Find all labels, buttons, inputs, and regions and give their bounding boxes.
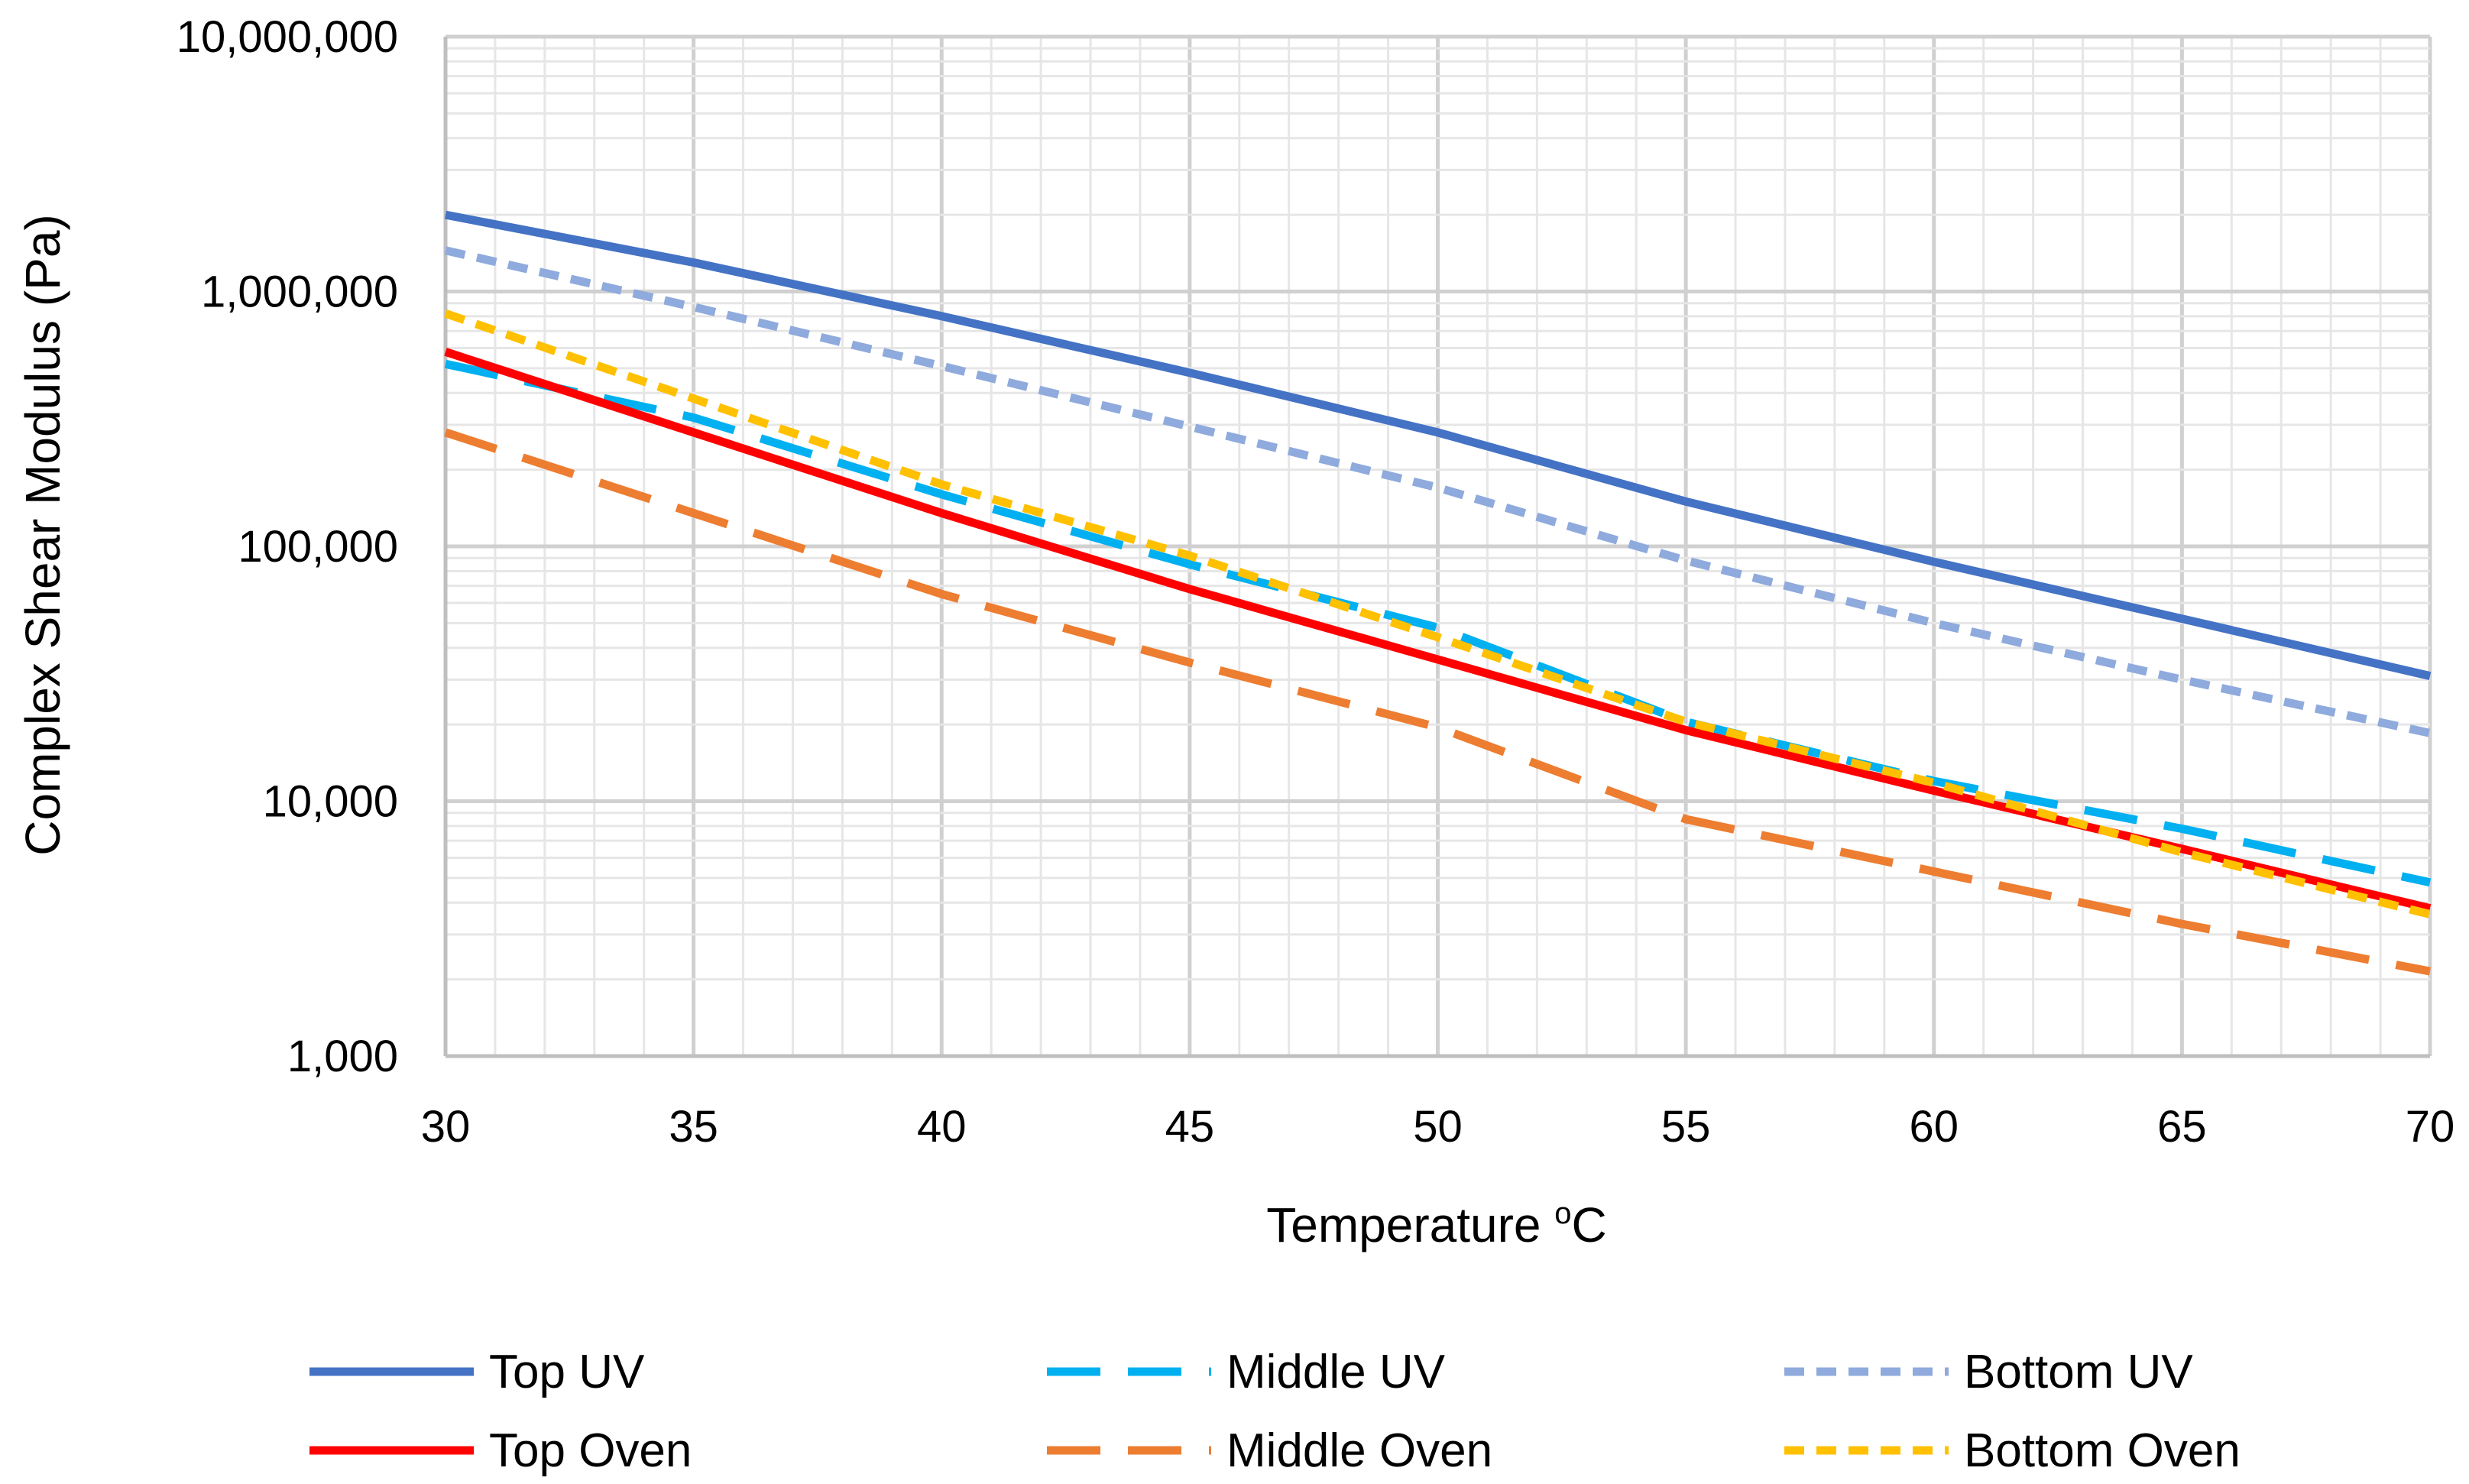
y-tick-label: 1,000,000 bbox=[201, 267, 398, 317]
x-tick-label: 45 bbox=[1165, 1102, 1215, 1152]
x-tick-label: 60 bbox=[1909, 1102, 1959, 1152]
legend-label: Bottom UV bbox=[1964, 1346, 2193, 1398]
axes bbox=[443, 37, 2430, 1058]
legend-label: Middle Oven bbox=[1226, 1424, 1492, 1477]
series-lines bbox=[444, 210, 2432, 976]
y-axis-title: Complex Shear Modulus (Pa) bbox=[15, 214, 70, 855]
series-line-bottom-uv bbox=[444, 246, 2432, 737]
series-line-bottom-oven bbox=[444, 309, 2432, 919]
x-tick-label: 55 bbox=[1661, 1102, 1711, 1152]
x-axis-title: Temperature oC bbox=[1266, 1197, 1607, 1252]
x-axis-title-unit: C bbox=[1572, 1197, 1607, 1252]
legend-label: Top UV bbox=[489, 1346, 645, 1398]
x-axis-title-sup: o bbox=[1554, 1197, 1571, 1230]
x-tick-label: 65 bbox=[2157, 1102, 2207, 1152]
x-tick-label: 70 bbox=[2406, 1102, 2455, 1152]
y-tick-label: 10,000 bbox=[263, 777, 398, 827]
x-tick-label: 30 bbox=[421, 1102, 471, 1152]
y-tick-label: 1,000 bbox=[287, 1032, 398, 1081]
x-axis-title-main: Temperature bbox=[1266, 1197, 1554, 1252]
legend: Top UV Middle UV Bottom UV Top Oven Middle O… bbox=[309, 1346, 2241, 1477]
y-tick-label: 10,000,000 bbox=[177, 12, 398, 62]
x-tick-label: 50 bbox=[1413, 1102, 1463, 1152]
legend-label: Middle UV bbox=[1226, 1346, 1446, 1398]
legend-label: Top Oven bbox=[489, 1424, 692, 1477]
tick-labels: 30 35 40 45 50 55 60 65 70 1,000 10,000 100,000 1,00… bbox=[177, 12, 2455, 1152]
series-line-top-uv bbox=[444, 210, 2432, 680]
grid bbox=[443, 34, 2432, 1058]
x-tick-label: 35 bbox=[669, 1102, 718, 1152]
x-tick-label: 40 bbox=[917, 1102, 967, 1152]
series-line-middle-uv bbox=[444, 359, 2432, 887]
legend-label: Bottom Oven bbox=[1964, 1424, 2241, 1477]
y-tick-label: 100,000 bbox=[238, 522, 398, 572]
series-line-middle-oven bbox=[444, 428, 2432, 976]
